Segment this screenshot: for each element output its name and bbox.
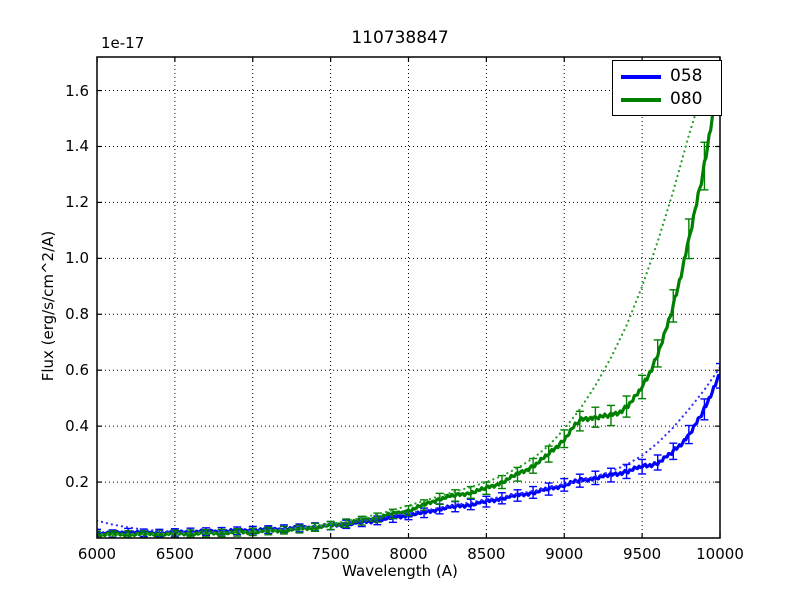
y-tick-label: 1.2 [65, 193, 89, 212]
x-tick-label: 9000 [545, 545, 584, 563]
y-axis-offset-text: 1e-17 [101, 34, 145, 52]
y-tick-label: 0.6 [65, 361, 89, 380]
x-tick-label: 6500 [155, 545, 194, 563]
legend: 058 080 [612, 60, 722, 116]
y-tick-label: 0.2 [65, 473, 89, 492]
page-title: 110738847 [351, 28, 449, 48]
legend-label-058: 058 [670, 66, 703, 86]
y-tick-label: 1.4 [65, 137, 89, 156]
legend-label-080: 080 [670, 89, 703, 109]
y-tick-label: 1.0 [65, 249, 89, 268]
y-tick-label: 0.8 [65, 305, 89, 324]
legend-swatch-080 [621, 97, 661, 102]
y-tick-label: 0.4 [65, 417, 89, 436]
legend-swatch-058 [621, 74, 661, 79]
x-tick-label: 7000 [233, 545, 272, 563]
grid-lines [97, 57, 720, 538]
x-tick-label: 8500 [467, 545, 506, 563]
x-tick-label: 8000 [389, 545, 428, 563]
x-tick-label: 7500 [311, 545, 350, 563]
x-tick-label: 6000 [77, 545, 117, 563]
data-curves [97, 57, 720, 538]
x-axis-label: Wavelength (A) [342, 562, 458, 580]
legend-item-058: 058 [619, 65, 715, 88]
x-tick-label: 9500 [623, 545, 662, 563]
x-tick-label: 10000 [696, 545, 744, 563]
y-tick-label: 1.6 [65, 81, 89, 100]
legend-item-080: 080 [619, 88, 715, 111]
